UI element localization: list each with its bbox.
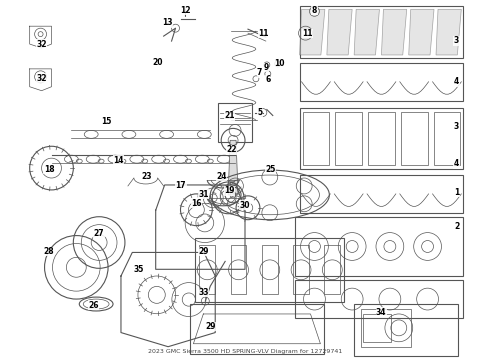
Text: 18: 18 [44, 165, 54, 174]
Text: 2023 GMC Sierra 3500 HD SPRING-VLV Diagram for 12729741: 2023 GMC Sierra 3500 HD SPRING-VLV Diagr… [148, 348, 342, 354]
Text: 14: 14 [113, 156, 124, 165]
Polygon shape [354, 9, 379, 55]
Bar [335, 112, 362, 165]
Text: 9: 9 [263, 63, 269, 72]
Text: 19: 19 [224, 186, 235, 195]
Bar [363, 314, 391, 342]
Text: 13: 13 [162, 18, 172, 27]
Bar [218, 103, 252, 142]
Bar [401, 112, 428, 165]
Text: 29: 29 [206, 322, 216, 331]
Bar [434, 112, 460, 165]
Bar [191, 304, 324, 354]
Text: 11: 11 [258, 29, 269, 38]
Text: 32: 32 [37, 74, 47, 83]
Text: 5: 5 [257, 108, 262, 117]
Text: 30: 30 [240, 201, 250, 210]
Polygon shape [228, 140, 238, 195]
Polygon shape [436, 9, 461, 55]
Text: 6: 6 [266, 76, 271, 85]
Text: 25: 25 [265, 165, 275, 174]
Text: 32: 32 [37, 40, 47, 49]
Bar [299, 63, 464, 100]
Text: 7: 7 [257, 68, 262, 77]
Text: 28: 28 [44, 247, 54, 256]
Bar [302, 112, 329, 165]
Text: 34: 34 [376, 308, 387, 317]
Text: 17: 17 [175, 181, 186, 190]
Bar [299, 175, 464, 213]
Text: 15: 15 [101, 117, 112, 126]
Text: 33: 33 [198, 288, 209, 297]
Text: 23: 23 [142, 172, 152, 181]
Text: 11: 11 [302, 29, 313, 38]
Text: 22: 22 [226, 145, 237, 154]
Bar [231, 246, 246, 294]
Bar [294, 280, 464, 318]
Bar [299, 6, 464, 58]
Text: 4: 4 [454, 77, 459, 86]
Text: 4: 4 [454, 159, 459, 168]
Text: 1: 1 [454, 188, 459, 197]
Bar [294, 217, 464, 276]
Text: 27: 27 [94, 229, 104, 238]
Polygon shape [327, 9, 352, 55]
Text: 31: 31 [198, 190, 209, 199]
Polygon shape [381, 9, 407, 55]
Bar [368, 112, 395, 165]
Bar [293, 246, 309, 294]
Bar [299, 108, 464, 169]
Text: 8: 8 [312, 6, 317, 15]
Bar [196, 238, 344, 302]
Text: 21: 21 [224, 111, 235, 120]
Bar [199, 246, 215, 294]
Text: 2: 2 [454, 222, 459, 231]
Text: 16: 16 [191, 199, 201, 208]
Text: 3: 3 [454, 36, 459, 45]
Bar [262, 246, 278, 294]
Text: 10: 10 [274, 59, 284, 68]
Text: 26: 26 [88, 301, 98, 310]
Bar [354, 304, 458, 356]
Polygon shape [409, 9, 434, 55]
Text: 3: 3 [454, 122, 459, 131]
Bar [324, 246, 340, 294]
Polygon shape [299, 9, 325, 55]
Text: 20: 20 [152, 58, 163, 67]
Text: 29: 29 [198, 247, 209, 256]
Text: 24: 24 [217, 172, 227, 181]
Bar [361, 309, 411, 347]
Text: 35: 35 [134, 265, 144, 274]
Text: 12: 12 [180, 6, 191, 15]
